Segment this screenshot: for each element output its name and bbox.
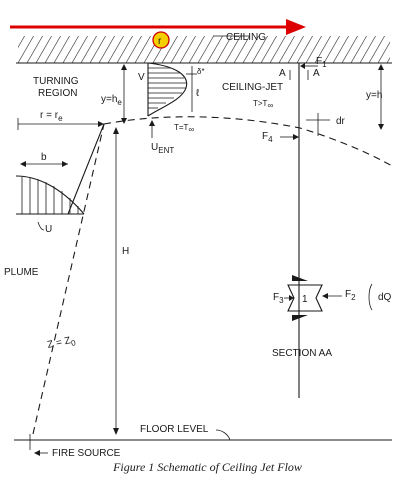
- r-marker-label: r: [158, 36, 162, 47]
- floor-level-label: FLOOR LEVEL: [140, 424, 209, 435]
- u-label: U: [45, 224, 52, 235]
- section-aa-label: SECTION AA: [272, 348, 332, 359]
- plume-label: PLUME: [4, 267, 39, 278]
- u-ent-label: UENT: [151, 142, 174, 155]
- f4-label: F4: [262, 131, 273, 144]
- z-z0-label: Z = Z0: [46, 334, 77, 353]
- schematic-figure: r CEILING TURNING REGION y=he r = re V δ…: [4, 19, 393, 459]
- r-re-label: r = re: [40, 110, 63, 123]
- turning-region-label: TURNING: [33, 76, 79, 87]
- a-left-label: A: [279, 68, 286, 79]
- turning-region-label-2: REGION: [38, 88, 77, 99]
- ceiling-label: CEILING: [226, 32, 266, 43]
- figure-caption: Figure 1 Schematic of Ceiling Jet Flow: [113, 460, 302, 474]
- t-inf-label: T=T∞: [174, 123, 194, 134]
- f2-label: F2: [345, 289, 356, 302]
- ceiling-jet-label: CEILING-JET: [222, 82, 283, 93]
- fire-source-label: FIRE SOURCE: [52, 448, 121, 459]
- ceiling-hatching: [18, 36, 390, 63]
- dq-label: dQ: [378, 292, 392, 303]
- plume-velocity-profile: [15, 175, 85, 215]
- ceiling-jet-boundary: [103, 116, 393, 167]
- delta-star-label: δ*: [197, 67, 205, 76]
- h-label: H: [122, 246, 129, 257]
- v-label: V: [138, 72, 145, 83]
- t-gt-label: T>T∞: [253, 99, 273, 110]
- a-right-label: A: [313, 68, 320, 79]
- b-label: b: [41, 152, 47, 163]
- plume-boundary-dashed: [32, 123, 105, 435]
- f3-label: F3: [273, 292, 284, 305]
- r-marker: [152, 31, 170, 49]
- y-he-label: y=he: [101, 94, 122, 107]
- dr-label: dr: [336, 116, 346, 127]
- l-label: ℓ: [196, 88, 200, 99]
- plume-boundary-solid: [67, 123, 105, 215]
- y-h-label: y=h: [366, 90, 382, 101]
- f1-label: F1: [316, 56, 327, 69]
- radial-arrowhead: [286, 19, 306, 35]
- one-label: 1: [302, 294, 308, 305]
